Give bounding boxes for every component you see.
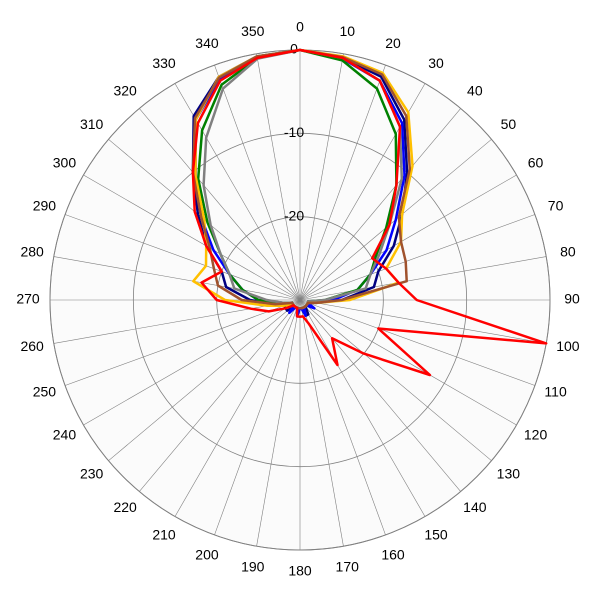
spoke xyxy=(299,299,344,547)
spoke xyxy=(214,299,301,536)
angle-label: 260 xyxy=(20,338,44,354)
angle-label: 40 xyxy=(467,82,483,98)
spoke xyxy=(299,64,386,301)
angle-label: 60 xyxy=(528,155,544,171)
angle-label: 250 xyxy=(33,384,57,400)
angle-label: 330 xyxy=(152,55,176,71)
angle-label: 350 xyxy=(241,23,265,39)
angle-label: 50 xyxy=(501,116,517,132)
spoke xyxy=(214,64,301,301)
spoke xyxy=(299,299,547,344)
angle-label: 240 xyxy=(53,427,77,443)
angle-label: 90 xyxy=(564,291,580,307)
spoke xyxy=(108,299,301,461)
angle-label: 320 xyxy=(113,82,137,98)
angle-label: 220 xyxy=(113,499,137,515)
spoke xyxy=(83,174,301,301)
angle-label: 100 xyxy=(556,338,580,354)
spoke xyxy=(299,299,517,426)
angle-label: 140 xyxy=(463,499,487,515)
angle-label: 70 xyxy=(548,198,564,214)
spoke xyxy=(299,299,461,492)
spoke xyxy=(53,299,301,344)
angle-label: 230 xyxy=(80,466,104,482)
angle-label: 80 xyxy=(560,243,576,259)
angle-label: 160 xyxy=(381,546,405,562)
r-tick-label: -20 xyxy=(284,207,304,223)
spoke xyxy=(299,299,426,517)
angle-label: 340 xyxy=(195,35,219,51)
angle-label: 290 xyxy=(33,198,57,214)
spoke xyxy=(139,299,301,492)
spoke xyxy=(174,299,301,517)
spoke xyxy=(256,53,301,301)
angle-label: 280 xyxy=(20,243,44,259)
spoke xyxy=(299,299,492,461)
spoke xyxy=(83,299,301,426)
angle-label: 30 xyxy=(428,55,444,71)
angle-label: 300 xyxy=(53,155,77,171)
spoke xyxy=(299,174,517,301)
angle-label: 150 xyxy=(424,526,448,542)
angle-label: 310 xyxy=(80,116,104,132)
angle-label: 170 xyxy=(336,559,360,575)
angle-label: 210 xyxy=(152,526,176,542)
spoke xyxy=(299,299,536,386)
spoke xyxy=(299,108,461,301)
series-line xyxy=(191,48,412,310)
spoke xyxy=(139,108,301,301)
angle-label: 120 xyxy=(524,427,548,443)
spoke xyxy=(299,299,386,536)
r-tick-label: -10 xyxy=(284,124,304,140)
r-tick-label: 0 xyxy=(290,41,298,57)
spoke xyxy=(64,214,301,301)
spoke xyxy=(53,256,301,301)
angle-label: 110 xyxy=(544,384,567,400)
angle-label: 190 xyxy=(241,559,265,575)
spoke xyxy=(299,53,344,301)
spoke xyxy=(299,256,547,301)
angle-label: 130 xyxy=(497,466,521,482)
spoke xyxy=(256,299,301,547)
series-line xyxy=(191,48,548,377)
angle-label: 0 xyxy=(296,19,304,35)
angle-label: 270 xyxy=(16,291,40,307)
spoke xyxy=(64,299,301,386)
angle-label: 10 xyxy=(339,23,355,39)
angle-label: 200 xyxy=(195,546,219,562)
grid-circle xyxy=(132,132,468,468)
spoke xyxy=(299,214,536,301)
angle-label: 180 xyxy=(288,563,312,579)
angle-label: 20 xyxy=(385,35,401,51)
